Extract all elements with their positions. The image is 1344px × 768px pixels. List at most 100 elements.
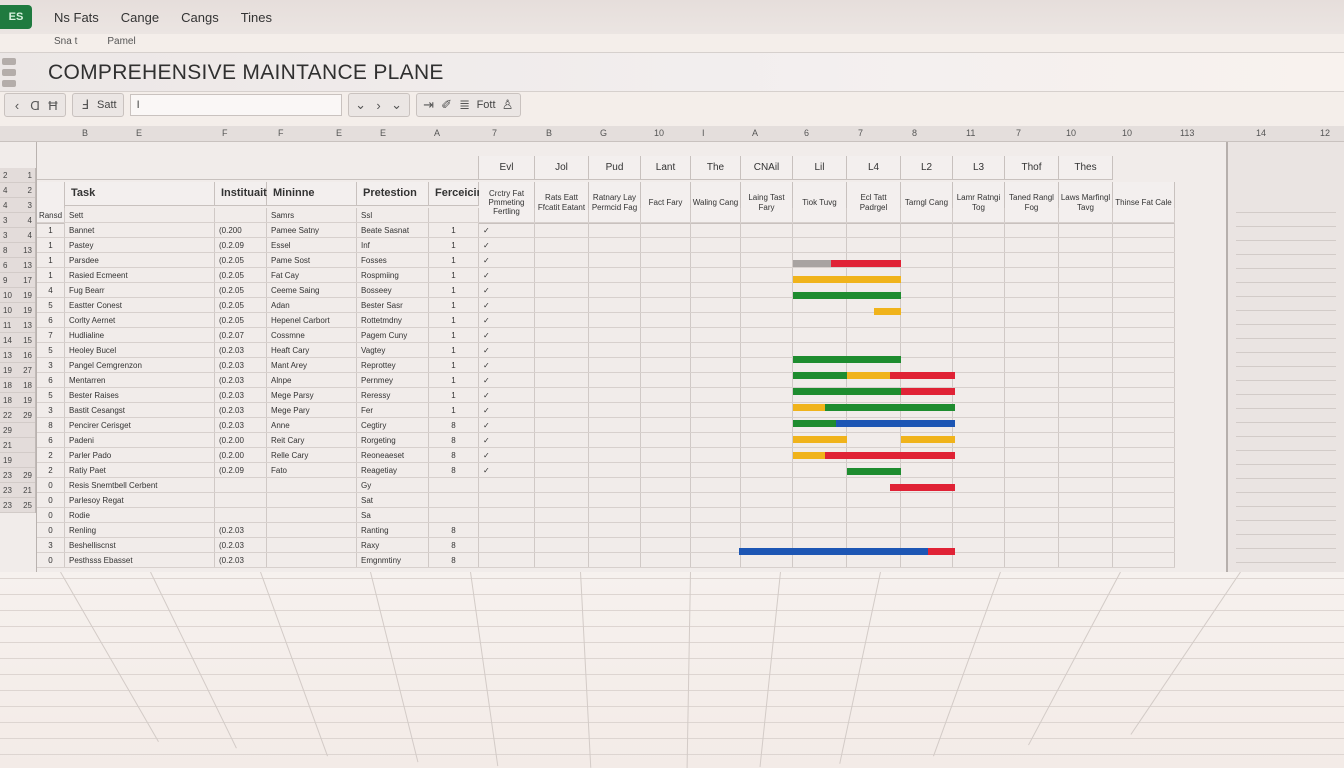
cell-empty[interactable] bbox=[953, 268, 1005, 282]
cell-n[interactable]: 0 bbox=[37, 553, 65, 567]
cell-empty[interactable] bbox=[641, 358, 691, 372]
cell-n[interactable]: 0 bbox=[37, 478, 65, 492]
cell-min[interactable]: (0.2.05 bbox=[215, 298, 267, 312]
cell-empty[interactable] bbox=[741, 328, 793, 342]
cell-empty[interactable] bbox=[741, 238, 793, 252]
cell-empty[interactable] bbox=[589, 283, 641, 297]
cell-empty[interactable] bbox=[1113, 313, 1175, 327]
cell-empty[interactable] bbox=[741, 403, 793, 417]
table-row[interactable]: 7 Hudlialine (0.2.07 Cossmne Pagem Cuny 1 ✓ bbox=[37, 328, 1175, 343]
cell-empty[interactable] bbox=[847, 313, 901, 327]
cell-empty[interactable] bbox=[691, 463, 741, 477]
cell-empty[interactable] bbox=[953, 313, 1005, 327]
cell-empty[interactable] bbox=[741, 433, 793, 447]
cell-empty[interactable] bbox=[589, 373, 641, 387]
cell-empty[interactable] bbox=[691, 238, 741, 252]
cell-empty[interactable] bbox=[691, 523, 741, 537]
cell-n[interactable]: 2 bbox=[37, 448, 65, 462]
cell-empty[interactable] bbox=[1059, 463, 1113, 477]
cell-empty[interactable] bbox=[847, 388, 901, 402]
column-letter[interactable]: 7 bbox=[492, 128, 498, 138]
cell-empty[interactable] bbox=[535, 358, 589, 372]
cell-c[interactable]: 8 bbox=[429, 523, 479, 537]
cell-n[interactable]: 0 bbox=[37, 493, 65, 507]
cell-freq[interactable]: Cegtiry bbox=[357, 418, 429, 432]
cell-empty[interactable] bbox=[1005, 433, 1059, 447]
cell-empty[interactable] bbox=[1113, 343, 1175, 357]
cell-min[interactable]: (0.2.09 bbox=[215, 463, 267, 477]
cell-empty[interactable] bbox=[847, 328, 901, 342]
gantt-bar[interactable] bbox=[793, 452, 826, 459]
cell-freq[interactable]: Bosseey bbox=[357, 283, 429, 297]
cell-empty[interactable] bbox=[641, 283, 691, 297]
cell-empty[interactable] bbox=[641, 238, 691, 252]
row-number[interactable]: 18 19 bbox=[0, 393, 35, 408]
cell-empty[interactable] bbox=[641, 463, 691, 477]
cell-empty[interactable] bbox=[901, 238, 953, 252]
cell-n[interactable]: 3 bbox=[37, 358, 65, 372]
cell-min[interactable]: (0.2.09 bbox=[215, 238, 267, 252]
header-c12[interactable]: Laws Marfingl Tavg bbox=[1059, 182, 1113, 224]
cell-empty[interactable] bbox=[793, 268, 847, 282]
header-frequency[interactable]: Ferceicing bbox=[429, 182, 490, 206]
cell-empty[interactable] bbox=[691, 538, 741, 552]
cell-empty[interactable] bbox=[589, 343, 641, 357]
cell-c[interactable]: 1 bbox=[429, 268, 479, 282]
table-row[interactable]: 6 Corlty Aernet (0.2.05 Hepenel Carbort Rott… bbox=[37, 313, 1175, 328]
cell-empty[interactable] bbox=[1113, 523, 1175, 537]
cell-empty[interactable] bbox=[741, 358, 793, 372]
header-instructions[interactable]: Instituaitens bbox=[215, 182, 286, 206]
cell-empty[interactable] bbox=[953, 538, 1005, 552]
cell-task[interactable]: Bannet bbox=[65, 223, 215, 237]
cell-chk[interactable] bbox=[479, 538, 535, 552]
cell-empty[interactable] bbox=[901, 223, 953, 237]
cell-empty[interactable] bbox=[953, 418, 1005, 432]
cell-empty[interactable] bbox=[901, 538, 953, 552]
cell-empty[interactable] bbox=[953, 253, 1005, 267]
table-row[interactable]: 6 Mentarren (0.2.03 Alnpe Pernmey 1 ✓ bbox=[37, 373, 1175, 388]
column-letter[interactable]: 6 bbox=[804, 128, 810, 138]
cell-freq[interactable]: Inf bbox=[357, 238, 429, 252]
cell-empty[interactable] bbox=[1113, 238, 1175, 252]
cell-n[interactable]: 1 bbox=[37, 223, 65, 237]
cell-empty[interactable] bbox=[589, 553, 641, 567]
cell-empty[interactable] bbox=[847, 208, 901, 222]
cell-empty[interactable] bbox=[641, 508, 691, 522]
cell-empty[interactable] bbox=[793, 373, 847, 387]
row-number[interactable]: 23 25 bbox=[0, 498, 35, 513]
cell-freq[interactable]: Pernmey bbox=[357, 373, 429, 387]
cell-empty[interactable] bbox=[1059, 433, 1113, 447]
cell-empty[interactable] bbox=[1059, 328, 1113, 342]
cell-empty[interactable] bbox=[589, 493, 641, 507]
cell-chk[interactable]: ✓ bbox=[479, 373, 535, 387]
cell-prot[interactable]: Mant Arey bbox=[267, 358, 357, 372]
cell-empty[interactable] bbox=[1113, 493, 1175, 507]
cell-empty[interactable] bbox=[793, 238, 847, 252]
cell-prot[interactable]: Fat Cay bbox=[267, 268, 357, 282]
edit-icon[interactable]: ✐ bbox=[441, 97, 453, 112]
row-number[interactable]: 10 19 bbox=[0, 303, 35, 318]
gantt-bar[interactable] bbox=[836, 420, 955, 427]
cell-chk[interactable]: ✓ bbox=[479, 388, 535, 402]
app-logo-icon[interactable]: ES bbox=[0, 5, 32, 29]
header-top-cell[interactable]: Pud bbox=[589, 156, 641, 180]
cell-empty[interactable] bbox=[535, 433, 589, 447]
cell-empty[interactable] bbox=[741, 478, 793, 492]
cell-n[interactable]: 2 bbox=[37, 463, 65, 477]
cell-empty[interactable] bbox=[1059, 298, 1113, 312]
cell-c[interactable]: 1 bbox=[429, 358, 479, 372]
cell-empty[interactable] bbox=[589, 463, 641, 477]
cell-n[interactable]: 3 bbox=[37, 403, 65, 417]
column-letter[interactable]: 12 bbox=[1320, 128, 1331, 138]
cell-c[interactable]: 1 bbox=[429, 373, 479, 387]
ribbon-tab-1[interactable]: Sna t bbox=[54, 36, 78, 47]
row-number[interactable]: 10 19 bbox=[0, 288, 35, 303]
header-c2[interactable]: Rats Eatt Ffcatit Eatant bbox=[535, 182, 589, 224]
cell-empty[interactable] bbox=[741, 388, 793, 402]
cell-empty[interactable] bbox=[535, 418, 589, 432]
cell-task[interactable]: Eastter Conest bbox=[65, 298, 215, 312]
cell-empty[interactable] bbox=[793, 463, 847, 477]
gantt-bar[interactable] bbox=[793, 388, 901, 395]
cell-task[interactable]: Hudlialine bbox=[65, 328, 215, 342]
cell-task[interactable]: Beshelliscnst bbox=[65, 538, 215, 552]
